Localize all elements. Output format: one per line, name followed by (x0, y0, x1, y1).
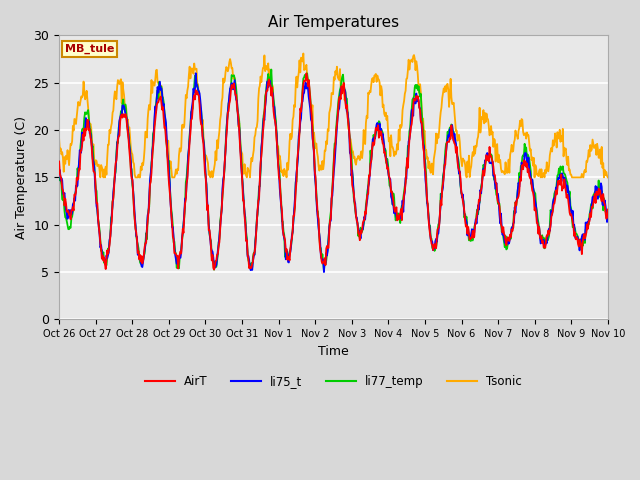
Tsonic (178, 122, 186, 128)
li77_temp (65, 226, 73, 232)
Line: li77_temp: li77_temp (59, 70, 608, 271)
Tsonic (300, 50, 307, 56)
AirT (604, 207, 612, 213)
AirT (177, 251, 185, 256)
Tsonic (418, 105, 426, 110)
li77_temp (55, 175, 63, 181)
AirT (210, 267, 218, 273)
AirT (303, 71, 310, 76)
Tsonic (97, 175, 104, 180)
AirT (65, 212, 73, 218)
Legend: AirT, li75_t, li77_temp, Tsonic: AirT, li75_t, li77_temp, Tsonic (140, 371, 527, 393)
Title: Air Temperatures: Air Temperatures (268, 15, 399, 30)
Line: Tsonic: Tsonic (59, 53, 608, 178)
Tsonic (55, 136, 63, 142)
li75_t (320, 269, 328, 275)
AirT (418, 119, 426, 125)
li75_t (122, 112, 129, 118)
li77_temp (402, 179, 410, 184)
Tsonic (122, 106, 130, 112)
li77_temp (122, 102, 129, 108)
AirT (55, 158, 63, 164)
Tsonic (604, 175, 612, 180)
Tsonic (207, 173, 215, 179)
li75_t (65, 214, 73, 220)
li75_t (192, 71, 200, 76)
AirT (122, 111, 129, 117)
li75_t (604, 211, 612, 216)
li75_t (402, 175, 410, 180)
AirT (207, 234, 214, 240)
li75_t (207, 245, 215, 251)
Tsonic (402, 88, 410, 94)
li75_t (177, 249, 185, 254)
Y-axis label: Air Temperature (C): Air Temperature (C) (15, 116, 28, 239)
Line: AirT: AirT (59, 73, 608, 270)
AirT (402, 180, 410, 186)
li77_temp (268, 67, 275, 72)
Text: MB_tule: MB_tule (65, 44, 114, 54)
li77_temp (177, 246, 185, 252)
li77_temp (604, 212, 612, 217)
li77_temp (418, 108, 426, 114)
li77_temp (320, 268, 328, 274)
li75_t (418, 121, 426, 127)
X-axis label: Time: Time (318, 345, 349, 358)
li75_t (55, 168, 63, 173)
li77_temp (207, 236, 214, 242)
Line: li75_t: li75_t (59, 73, 608, 272)
Tsonic (65, 162, 73, 168)
